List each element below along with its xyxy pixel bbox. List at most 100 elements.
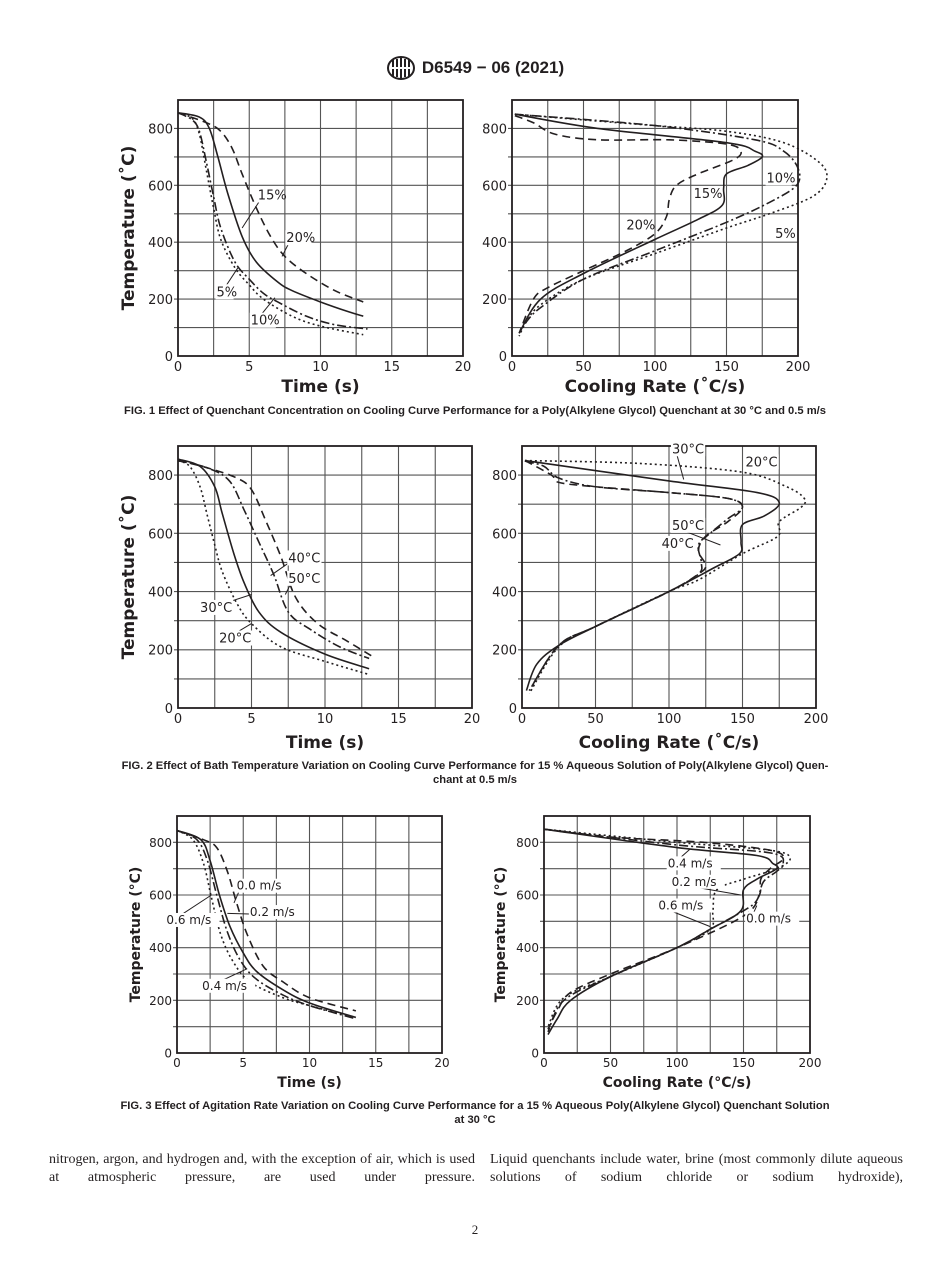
y-tick-label: 600 <box>148 179 173 194</box>
annotation-label: 20% <box>626 218 655 233</box>
x-tick-label: 0 <box>173 1056 181 1070</box>
y-tick-label: 0 <box>499 350 507 365</box>
annotation-bg <box>235 878 290 893</box>
annotation-bg <box>215 284 234 300</box>
x-tick-label: 5 <box>239 1056 247 1070</box>
caption-line: FIG. 2 Effect of Bath Temperature Variat… <box>121 760 829 772</box>
x-tick-label: 150 <box>730 712 755 727</box>
annotation-label: 0.6 m/s <box>166 913 211 927</box>
annotation-label: 0.4 m/s <box>668 856 713 870</box>
series-line-40-C <box>524 460 744 691</box>
x-axis-title: Time (s) <box>281 377 359 397</box>
y-tick-label: 800 <box>148 469 173 484</box>
annotation-bg <box>670 441 706 457</box>
annotation-label: 15% <box>694 187 723 202</box>
y-tick-label: 800 <box>149 836 172 850</box>
chart-6: 0 50 100 150 200 0 200 400 600 800 Cooling Rate (°… <box>493 815 822 1091</box>
annotation-label: 50°C <box>672 519 704 534</box>
x-tick-label: 20 <box>455 360 472 375</box>
annotation-bg <box>285 230 312 246</box>
x-tick-label: 150 <box>732 1056 755 1070</box>
plot-frame <box>521 445 817 709</box>
x-tick-label: 15 <box>368 1056 383 1070</box>
y-tick-label: 0 <box>165 702 173 717</box>
x-tick-label: 200 <box>799 1056 822 1070</box>
y-tick-label: 200 <box>148 293 173 308</box>
annotation-bg <box>287 570 322 586</box>
y-tick-label: 400 <box>148 236 173 251</box>
x-tick-label: 20 <box>464 712 481 727</box>
annotation-bg <box>660 535 695 551</box>
caption-line: at 30 °C <box>454 1114 496 1126</box>
annotation-bg <box>692 186 719 202</box>
y-tick-label: 200 <box>482 293 507 308</box>
plot-frame <box>177 445 473 709</box>
annotation-label: 0.2 m/s <box>250 905 295 919</box>
x-tick-label: 100 <box>666 1056 689 1070</box>
page-number: 2 <box>471 1222 479 1237</box>
annotation-bg <box>666 856 721 871</box>
y-axis-title: Temperature (°C) <box>128 867 144 1003</box>
annotation-label: 30°C <box>200 601 232 616</box>
fig1-caption: FIG. 1 Effect of Quenchant Concentration… <box>40 404 910 418</box>
document-designation: D6549 − 06 (2021) <box>421 58 565 77</box>
y-tick-label: 800 <box>516 836 539 850</box>
body-text-right: Liquid quenchants include water, brine (… <box>490 1152 903 1185</box>
y-tick-label: 400 <box>482 236 507 251</box>
y-tick-label: 600 <box>516 889 539 903</box>
chart-4: 0 50 100 150 200 0 200 400 600 800 Cooling Rate (˚… <box>492 441 828 753</box>
y-tick-label: 600 <box>482 179 507 194</box>
x-tick-label: 200 <box>804 712 829 727</box>
annotation-bg <box>744 454 779 470</box>
y-tick-label: 0 <box>165 350 173 365</box>
fig3-caption: FIG. 3 Effect of Agitation Rate Variatio… <box>40 1099 910 1127</box>
annotation-label: 40°C <box>662 537 694 552</box>
y-tick-label: 400 <box>149 941 172 955</box>
y-axis-title: Temperature (˚C) <box>117 146 139 311</box>
annotation-label: 20°C <box>745 455 777 470</box>
chart-2: 0 50 100 150 200 0 200 400 600 800 Cooling Rate (˚… <box>482 99 828 397</box>
x-tick-label: 15 <box>390 712 407 727</box>
series-line-20-C <box>177 459 370 676</box>
body-text-left: nitrogen, argon, and hydrogen and, with … <box>49 1152 475 1185</box>
annotation-bg <box>249 312 276 328</box>
annotation-label: 20% <box>286 231 315 246</box>
plot-frame <box>176 815 443 1054</box>
y-tick-label: 0 <box>531 1047 539 1061</box>
annotation-bg <box>625 217 652 233</box>
annotation-bg <box>165 912 220 927</box>
annotation-bg <box>248 905 303 920</box>
caption-line: chant at 0.5 m/s <box>433 774 517 786</box>
annotation-bg <box>670 874 725 889</box>
series-line-10- <box>514 113 801 334</box>
annotation-label: 5% <box>775 227 796 242</box>
annotation-label: 10% <box>251 314 280 329</box>
series-line-50-C <box>524 459 744 691</box>
caption-line: FIG. 3 Effect of Agitation Rate Variatio… <box>120 1100 830 1112</box>
series-line-20- <box>514 114 742 334</box>
x-axis-title: Time (s) <box>286 733 364 753</box>
series-line-20- <box>177 112 364 303</box>
annotation-label: 0.0 m/s <box>237 879 282 893</box>
series-line-0-2-m-s <box>176 829 357 1019</box>
annotation-label: 15% <box>258 189 287 204</box>
x-tick-label: 10 <box>312 360 329 375</box>
x-tick-label: 5 <box>247 712 255 727</box>
plot-frame <box>177 99 464 357</box>
annotation-bg <box>765 170 792 186</box>
series-line-40-C <box>177 459 370 660</box>
y-tick-label: 600 <box>149 889 172 903</box>
annotation-bg <box>774 225 793 241</box>
annotation-label: 30°C <box>672 442 704 457</box>
annotation-leader <box>241 197 263 229</box>
annotation-label: 50°C <box>288 572 320 587</box>
series-line-0-4-m-s <box>176 829 357 1020</box>
series-line-0-4-m-s <box>543 828 785 1033</box>
y-axis-title: Temperature (°C) <box>493 867 509 1003</box>
annotation-bg <box>745 911 800 926</box>
